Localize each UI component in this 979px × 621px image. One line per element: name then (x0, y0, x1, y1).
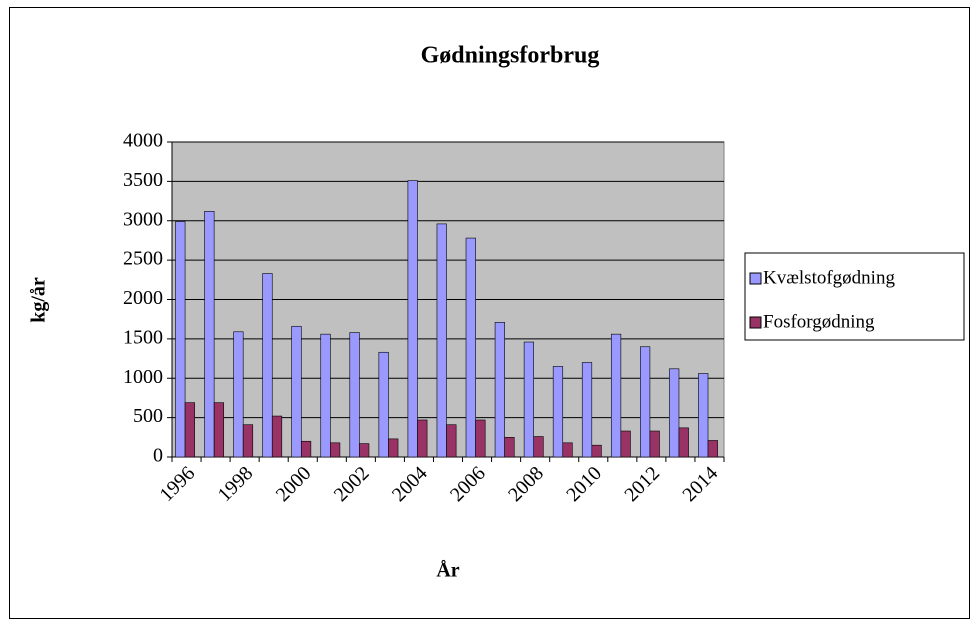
bar (494, 322, 505, 458)
bar (320, 333, 331, 458)
bar (417, 419, 428, 458)
y-tick-label: 0 (153, 445, 163, 467)
bar (233, 331, 244, 458)
bar (446, 424, 457, 458)
bar (330, 442, 341, 458)
bar (533, 436, 544, 458)
bar (562, 442, 573, 458)
bar (262, 273, 273, 458)
bar (175, 221, 186, 458)
y-tick-label: 3500 (123, 169, 163, 191)
bar (523, 341, 535, 458)
bar (184, 402, 195, 458)
legend-box (744, 252, 965, 341)
y-axis-title: kg/år (28, 277, 50, 323)
bar (436, 223, 447, 458)
bar (291, 325, 302, 458)
bar (242, 424, 254, 458)
bar (388, 438, 399, 458)
legend-label: Fosforgødning (763, 311, 875, 332)
y-tick-label: 3000 (123, 208, 163, 230)
bar (678, 427, 689, 458)
y-tick-label: 500 (133, 405, 163, 427)
bar (669, 368, 680, 458)
x-axis-title: År (436, 559, 459, 582)
bar (359, 443, 370, 458)
legend-swatch (749, 316, 762, 329)
bar (204, 211, 215, 458)
y-tick-label: 1000 (123, 366, 163, 388)
bar (300, 440, 312, 458)
bar (620, 430, 631, 458)
y-tick-label: 2000 (123, 287, 163, 309)
bar (707, 440, 718, 458)
bar (581, 362, 593, 458)
bar (475, 419, 486, 458)
bar (649, 430, 660, 458)
legend-label: Kvælstofgødning (763, 267, 895, 288)
legend-swatch (749, 272, 762, 285)
bar (378, 351, 389, 458)
bar (349, 332, 360, 458)
bar (465, 237, 476, 458)
bar (640, 346, 651, 458)
y-tick-label: 2500 (123, 248, 163, 270)
bar (698, 373, 709, 458)
bar (552, 366, 564, 458)
bar (504, 437, 515, 458)
bar (271, 415, 283, 458)
chart-title: Gødningsforbrug (421, 43, 600, 69)
bar (407, 180, 418, 458)
bar (610, 333, 622, 458)
y-tick-label: 1500 (123, 326, 163, 348)
bar (591, 444, 602, 458)
bar (213, 402, 225, 458)
y-tick-label: 4000 (123, 130, 163, 152)
